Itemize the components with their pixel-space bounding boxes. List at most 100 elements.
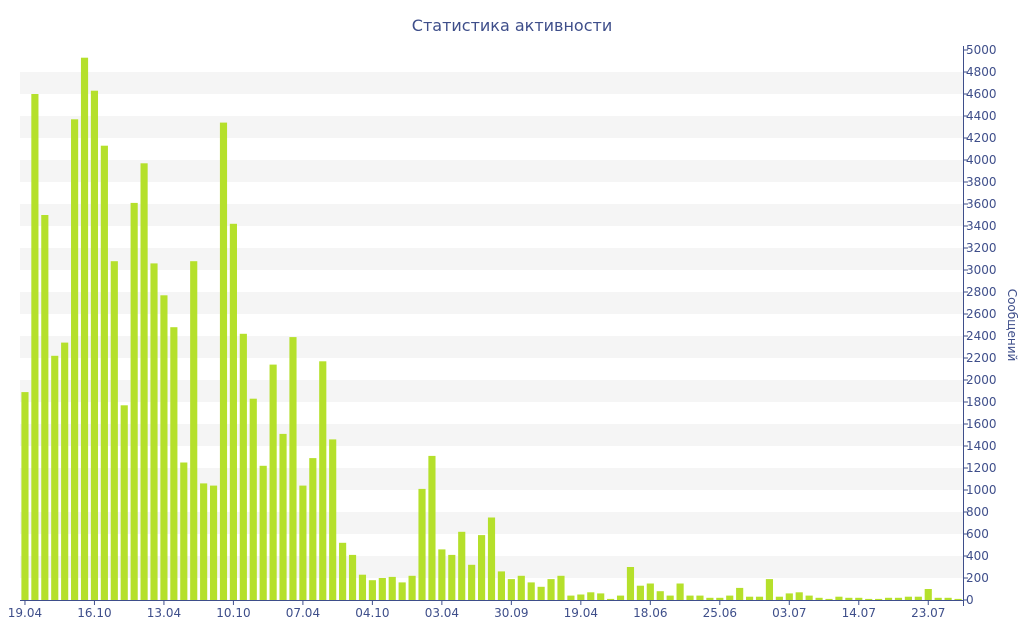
x-tick-label: 30.09 — [494, 606, 528, 620]
bar — [478, 535, 486, 600]
x-axis-ticks: 19.04 16.10 13.04 10.10 07.04 04.10 03.04 30.09… — [8, 600, 945, 620]
bar — [795, 592, 803, 600]
bar — [61, 342, 69, 600]
bar — [547, 579, 555, 600]
bar — [468, 564, 476, 600]
bar — [517, 575, 525, 600]
grid-band — [20, 204, 963, 226]
bar — [696, 595, 704, 600]
y-tick-label: 3800 — [966, 175, 997, 189]
bar-series — [21, 57, 962, 601]
grid-band — [20, 380, 963, 402]
grid-band — [20, 116, 963, 138]
bar — [914, 596, 922, 600]
bar — [71, 119, 79, 601]
grid-band — [20, 160, 963, 182]
bar — [507, 579, 515, 600]
chart-title: Статистика активности — [412, 16, 612, 35]
bar — [51, 355, 59, 600]
bar — [418, 488, 426, 600]
x-tick-label: 18.06 — [633, 606, 667, 620]
y-tick-label: 2800 — [966, 285, 997, 299]
bar — [458, 531, 466, 600]
bar — [408, 575, 416, 600]
bar — [954, 598, 962, 600]
bar — [527, 582, 535, 600]
bar — [626, 567, 635, 600]
bar — [607, 598, 615, 600]
bar — [100, 145, 108, 600]
bar — [924, 589, 932, 600]
y-tick-label: 4000 — [966, 153, 997, 167]
grid-band — [20, 248, 963, 270]
y-tick-label: 1000 — [966, 483, 997, 497]
y-tick-label: 3200 — [966, 241, 997, 255]
bar — [259, 465, 267, 600]
bar — [329, 439, 337, 600]
y-tick-label: 3600 — [966, 197, 997, 211]
bar — [537, 586, 545, 600]
bar — [736, 587, 744, 600]
bar — [339, 542, 347, 600]
bar — [676, 583, 684, 600]
y-tick-label: 1800 — [966, 395, 997, 409]
y-tick-label: 2000 — [966, 373, 997, 387]
x-tick-label: 19.04 — [564, 606, 598, 620]
x-tick-label: 13.04 — [147, 606, 181, 620]
bar — [348, 554, 357, 600]
y-tick-label: 4600 — [966, 87, 997, 101]
bar — [765, 579, 774, 600]
y-tick-label: 1200 — [966, 461, 997, 475]
bar — [378, 578, 386, 600]
bar — [656, 591, 664, 600]
grid-band — [20, 72, 963, 94]
y-tick-label: 4200 — [966, 131, 997, 145]
bar — [428, 455, 436, 600]
bar — [894, 597, 903, 600]
bar — [140, 163, 148, 601]
bar — [497, 571, 505, 600]
y-axis-ticks: 0 200 400 600 800 1000 1200 1400 1600 1800 2000 220… — [963, 43, 997, 607]
bar — [686, 595, 694, 600]
bar — [587, 592, 595, 600]
bar — [884, 597, 893, 600]
x-tick-label: 25.06 — [703, 606, 737, 620]
bar — [21, 392, 29, 600]
y-tick-label: 600 — [966, 527, 989, 541]
y-tick-label: 2600 — [966, 307, 997, 321]
bar — [567, 595, 575, 600]
bar — [249, 398, 257, 600]
y-tick-label: 1400 — [966, 439, 997, 453]
x-tick-label: 16.10 — [77, 606, 111, 620]
bar — [706, 597, 714, 600]
y-tick-label: 200 — [966, 571, 989, 585]
bar — [160, 295, 168, 600]
bar — [120, 405, 128, 600]
bar — [150, 263, 158, 600]
y-axis-label: Сообщений — [1005, 289, 1019, 362]
bar — [209, 485, 218, 600]
y-tick-label: 800 — [966, 505, 989, 519]
bar — [269, 364, 277, 600]
x-tick-label: 03.07 — [772, 606, 806, 620]
bar — [557, 575, 565, 600]
bar — [934, 597, 942, 600]
y-tick-label: 400 — [966, 549, 989, 563]
bar — [865, 598, 873, 600]
bar — [448, 554, 456, 600]
bar — [80, 57, 89, 600]
bar — [90, 90, 99, 600]
bar — [616, 595, 625, 600]
bar — [904, 596, 912, 600]
bar — [577, 594, 585, 600]
bar — [835, 596, 843, 600]
bar — [487, 517, 496, 600]
bar — [775, 596, 783, 600]
bar — [239, 333, 247, 600]
bar — [944, 597, 952, 600]
x-tick-label: 03.04 — [425, 606, 459, 620]
bar — [229, 223, 237, 601]
x-tick-label: 07.04 — [286, 606, 320, 620]
